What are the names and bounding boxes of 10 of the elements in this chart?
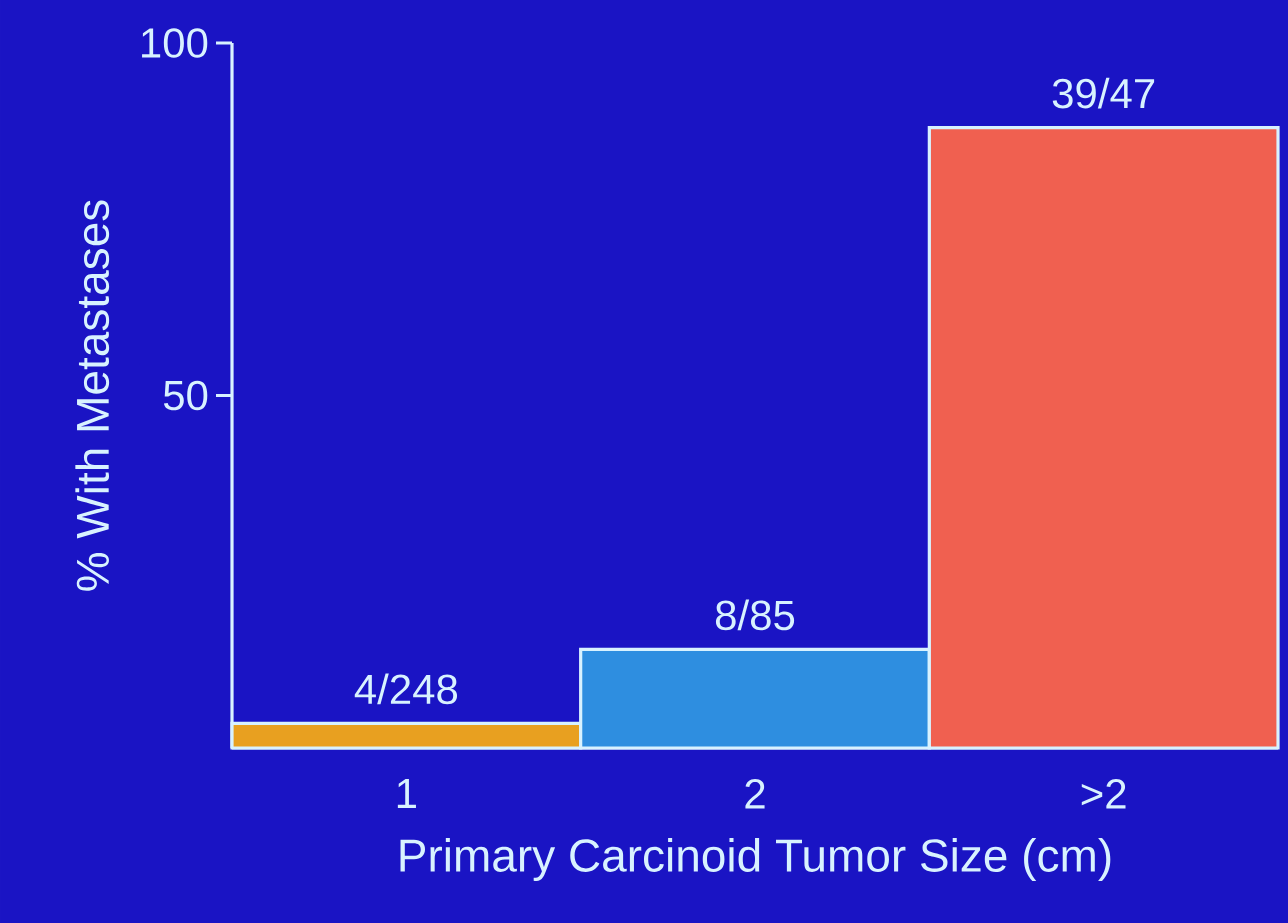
data-label: 8/85 bbox=[715, 599, 795, 631]
y-tick-label: 50 bbox=[163, 380, 208, 411]
data-label: 39/47 bbox=[1052, 77, 1155, 109]
y-axis-title: % With Metastases bbox=[75, 200, 110, 591]
x-tick-label: 2 bbox=[745, 779, 765, 809]
y-tick-label: 100 bbox=[142, 28, 208, 58]
data-label: 4/248 bbox=[354, 673, 458, 705]
x-tick-label: 1 bbox=[397, 779, 416, 808]
x-tick-label: >2 bbox=[1081, 779, 1126, 809]
x-axis-title: Primary Carcinoid Tumor Size (cm) bbox=[400, 838, 1111, 881]
